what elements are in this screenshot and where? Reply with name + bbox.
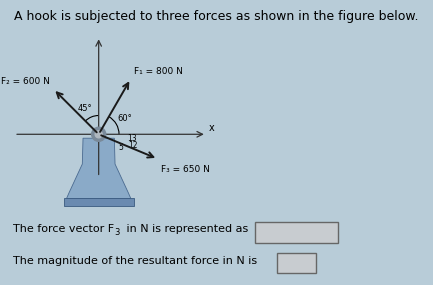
Text: x: x xyxy=(208,123,214,133)
Circle shape xyxy=(95,131,102,138)
Text: 13: 13 xyxy=(127,134,136,143)
Text: 60°: 60° xyxy=(117,114,132,123)
Text: F₁ = 800 N: F₁ = 800 N xyxy=(134,67,183,76)
Text: F₂ = 600 N: F₂ = 600 N xyxy=(1,77,50,86)
Polygon shape xyxy=(64,198,134,206)
Text: F₃ = 650 N: F₃ = 650 N xyxy=(161,165,210,174)
Text: The force vector F: The force vector F xyxy=(13,224,114,235)
Text: The magnitude of the resultant force in N is: The magnitude of the resultant force in … xyxy=(13,256,257,266)
Text: 12: 12 xyxy=(129,141,138,150)
Text: in N is represented as: in N is represented as xyxy=(123,224,249,235)
Polygon shape xyxy=(67,138,131,198)
Text: 45°: 45° xyxy=(77,104,92,113)
Text: 5: 5 xyxy=(118,142,123,152)
Text: A hook is subjected to three forces as shown in the figure below.: A hook is subjected to three forces as s… xyxy=(14,10,419,23)
Circle shape xyxy=(92,127,106,141)
Text: 3: 3 xyxy=(115,228,120,237)
